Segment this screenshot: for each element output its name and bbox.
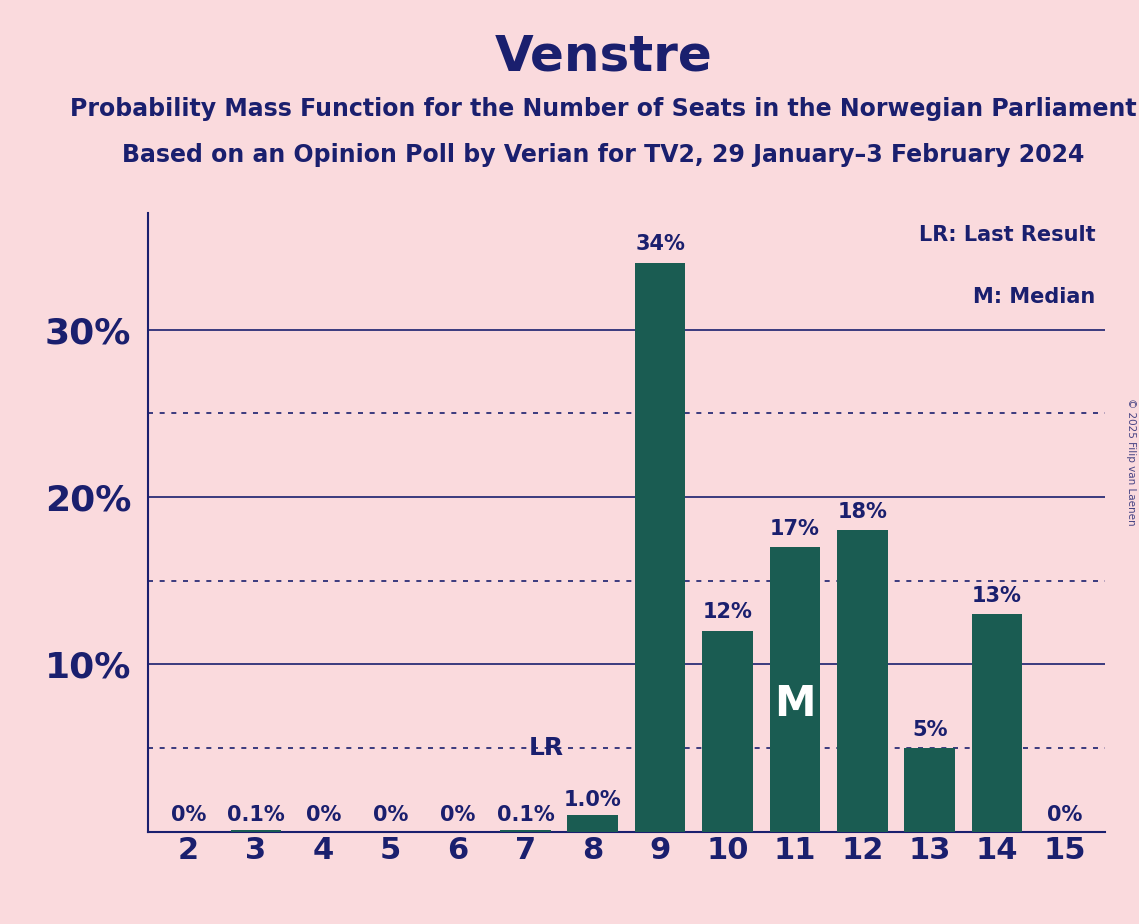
- Bar: [230, 830, 281, 832]
- Text: 0%: 0%: [171, 805, 206, 825]
- Text: 0.1%: 0.1%: [497, 805, 555, 825]
- Text: LR: Last Result: LR: Last Result: [919, 225, 1096, 245]
- Text: © 2025 Filip van Laenen: © 2025 Filip van Laenen: [1126, 398, 1136, 526]
- Text: M: M: [775, 683, 816, 724]
- Bar: [837, 530, 887, 832]
- Text: LR: LR: [528, 736, 564, 760]
- Bar: [972, 614, 1023, 832]
- Bar: [904, 748, 954, 832]
- Bar: [634, 262, 686, 832]
- Text: Based on an Opinion Poll by Verian for TV2, 29 January–3 February 2024: Based on an Opinion Poll by Verian for T…: [123, 143, 1084, 167]
- Text: 0%: 0%: [372, 805, 408, 825]
- Text: Venstre: Venstre: [494, 32, 713, 80]
- Text: 1.0%: 1.0%: [564, 790, 622, 809]
- Text: M: Median: M: Median: [973, 286, 1096, 307]
- Text: 5%: 5%: [912, 720, 948, 739]
- Text: 12%: 12%: [703, 602, 753, 623]
- Text: 18%: 18%: [837, 502, 887, 522]
- Bar: [770, 547, 820, 832]
- Text: 17%: 17%: [770, 518, 820, 539]
- Bar: [500, 830, 550, 832]
- Bar: [567, 815, 618, 832]
- Text: 0%: 0%: [441, 805, 476, 825]
- Text: 0.1%: 0.1%: [227, 805, 285, 825]
- Bar: [703, 631, 753, 832]
- Text: 13%: 13%: [972, 586, 1022, 606]
- Text: 34%: 34%: [636, 235, 685, 254]
- Text: 0%: 0%: [1047, 805, 1082, 825]
- Text: Probability Mass Function for the Number of Seats in the Norwegian Parliament: Probability Mass Function for the Number…: [71, 97, 1137, 121]
- Text: 0%: 0%: [305, 805, 341, 825]
